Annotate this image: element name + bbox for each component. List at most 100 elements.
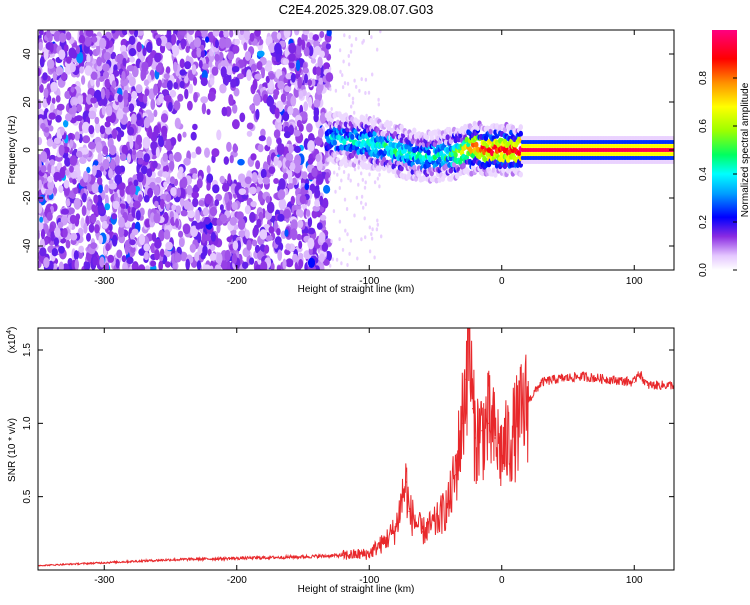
spectrogram-cell	[183, 157, 191, 166]
spectrogram-cell	[116, 110, 124, 120]
spectrogram-cell	[306, 123, 313, 133]
spectrogram-cell	[234, 38, 240, 46]
spectrogram-cell	[370, 35, 373, 40]
spectrogram-cell	[64, 169, 70, 176]
spectrogram-cell	[224, 249, 231, 262]
spectrogram-cell	[126, 65, 135, 72]
spectrogram-cell	[131, 228, 139, 236]
spectrogram-ridge-cell	[474, 141, 479, 148]
spectrogram-cell	[341, 73, 344, 78]
spectrogram-cell	[102, 145, 109, 155]
spectrogram-cells	[38, 30, 674, 270]
spectrogram-cell	[106, 216, 111, 225]
snr-point	[481, 430, 483, 432]
spectrogram-cell	[339, 69, 342, 74]
spectrogram-cell	[341, 85, 345, 90]
spectrogram-cell	[38, 137, 43, 146]
spectrogram-cell	[224, 192, 230, 204]
spectrogram-cell	[159, 198, 165, 210]
spectrogram-cell	[238, 230, 246, 238]
spectrogram-cell	[206, 108, 211, 115]
spectrogram-cell	[201, 102, 207, 115]
snr-point	[454, 474, 456, 476]
spectrogram-cell	[143, 195, 150, 203]
spectrogram-cell	[288, 162, 296, 171]
spectrogram-cell	[147, 54, 153, 66]
snr-point	[381, 543, 384, 545]
spectrogram-cell	[237, 158, 245, 166]
spectrogram-cell	[261, 67, 265, 79]
spectrogram-ridge-cell	[388, 120, 393, 127]
x-tick-label: -300	[94, 575, 114, 586]
spectrogram-cell	[131, 90, 138, 100]
spectrogram-cell	[65, 113, 72, 122]
spectrogram-cell	[70, 86, 75, 93]
spectrogram-cell	[257, 50, 265, 57]
spectrogram-cell	[260, 128, 266, 138]
spectrogram-cell	[124, 239, 131, 248]
spectrogram-cell	[191, 151, 197, 159]
spectrogram-cell	[195, 146, 202, 155]
spectrogram-cell	[230, 78, 237, 88]
spectrogram-cell	[256, 218, 262, 228]
spectrogram-cell	[249, 32, 255, 42]
spectrogram-cell	[187, 210, 195, 219]
snr-point	[103, 562, 105, 564]
spectrogram-cell	[347, 176, 350, 181]
spectrogram-cell	[255, 160, 261, 170]
spectrogram-cell	[68, 47, 76, 59]
spectrogram-cell	[379, 30, 382, 34]
spectrogram-cell	[184, 88, 189, 100]
spectrogram-cell	[353, 213, 356, 218]
spectrogram-cell	[111, 30, 116, 34]
spectrogram-cell	[137, 194, 143, 203]
spectrogram-cell	[138, 30, 144, 36]
spectrogram-cell	[293, 163, 301, 174]
spectrogram-cell	[90, 242, 98, 250]
spectrogram-ridge-cell	[335, 119, 341, 126]
spectrogram-cell	[111, 213, 118, 220]
spectrogram-cell	[104, 78, 111, 89]
spectrogram-cell	[46, 30, 51, 38]
spectrogram-cell	[346, 232, 349, 237]
snr-x-label: Height of straight line (km)	[298, 584, 415, 595]
spectrogram-cell	[330, 239, 333, 244]
spectrogram-cell	[226, 200, 231, 213]
spectrogram-cell	[192, 197, 199, 208]
spectrogram-cell	[101, 88, 105, 100]
spectrogram-cell	[350, 43, 353, 48]
snr-point	[472, 408, 474, 410]
spectrogram-ridge-cell	[518, 124, 523, 131]
spectrogram-cell	[378, 172, 381, 177]
snr-point	[646, 384, 649, 386]
spectrogram-cell	[86, 201, 92, 211]
spectrogram-cell	[376, 222, 379, 227]
spectrogram-cell	[355, 84, 358, 89]
spectrogram-cell	[239, 30, 244, 35]
spectrogram-cell	[135, 150, 144, 159]
spectrogram-cell	[274, 107, 280, 119]
spectrogram-cell	[67, 207, 75, 215]
spectrogram-cell	[123, 89, 129, 100]
spectrogram-y-ticks: -40 -20 0 20 40	[22, 48, 674, 253]
spectrogram-cell	[257, 177, 263, 185]
colorbar-label: Normalized spectral amplitude	[740, 82, 750, 217]
spectrogram-ridge-cell	[448, 138, 454, 145]
spectrogram-cell	[112, 70, 120, 77]
spectrogram-cell	[277, 160, 282, 169]
spectrogram-cell	[191, 191, 199, 199]
spectrogram-cell	[114, 165, 122, 175]
spectrogram-cell	[288, 144, 294, 154]
spectrogram-cell	[301, 39, 306, 51]
spectrogram-y-label: Frequency (Hz)	[7, 116, 18, 185]
snr-point	[501, 452, 503, 454]
spectrogram-cell	[136, 41, 142, 53]
spectrogram-cell	[72, 98, 80, 105]
spectrogram-cell	[143, 117, 151, 129]
spectrogram-cell	[81, 147, 89, 155]
spectrogram-cell	[249, 257, 255, 265]
spectrogram-cell	[96, 56, 102, 67]
spectrogram-cell	[300, 111, 308, 121]
spectrogram-cell	[283, 208, 291, 219]
spectrogram-cell	[154, 249, 160, 261]
